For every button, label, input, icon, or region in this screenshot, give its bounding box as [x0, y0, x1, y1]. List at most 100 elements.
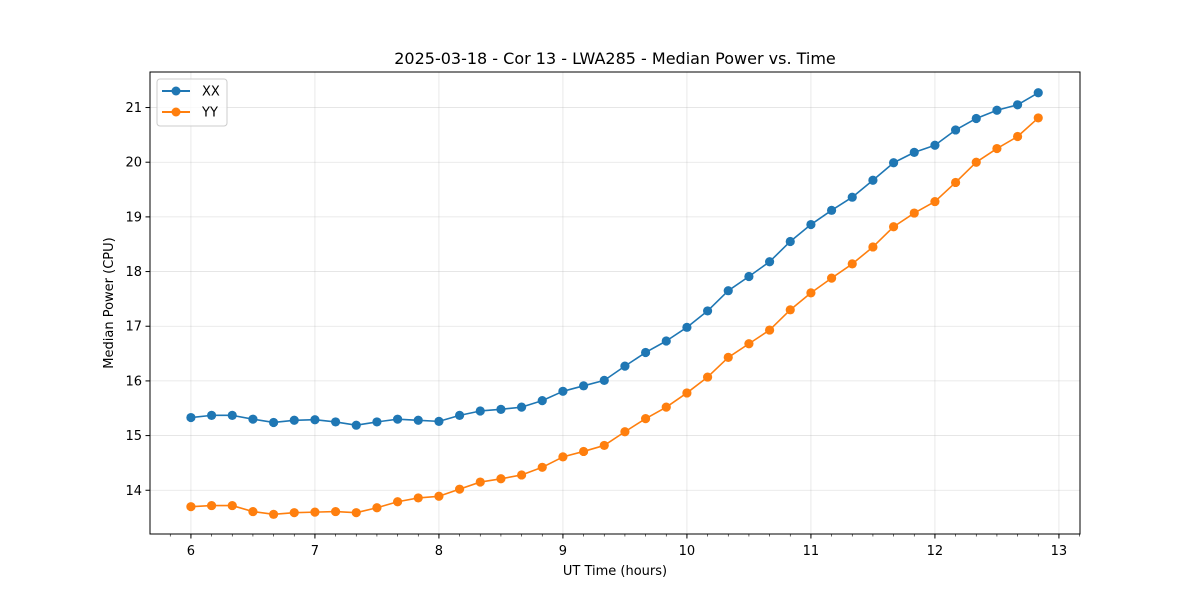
legend-marker-xx [171, 86, 181, 96]
data-point-yy [826, 273, 837, 283]
data-point-yy [558, 452, 568, 462]
data-point-yy [620, 427, 630, 437]
data-point-yy [888, 222, 899, 232]
grid-lines [150, 72, 1080, 534]
data-point-xx [454, 410, 465, 420]
data-point-xx [372, 417, 382, 427]
data-point-xx [475, 406, 485, 416]
data-point-xx [496, 404, 506, 414]
data-point-yy [868, 242, 878, 252]
data-point-yy [599, 440, 609, 451]
data-point-yy [248, 506, 258, 517]
y-tick-label: 19 [125, 210, 142, 225]
data-point-xx [351, 420, 361, 430]
data-point-yy [330, 506, 341, 517]
data-point-yy [413, 493, 423, 503]
x-tick-label: 10 [679, 544, 696, 559]
data-point-xx [413, 415, 423, 425]
data-point-yy [723, 352, 733, 363]
data-point-xx [744, 271, 754, 282]
data-point-xx [785, 236, 795, 247]
data-point-yy [992, 143, 1002, 154]
data-point-xx [847, 192, 857, 202]
data-point-yy [206, 500, 217, 511]
x-tick-label: 8 [435, 544, 443, 559]
data-point-xx [764, 257, 775, 267]
x-tick-label: 6 [187, 544, 195, 559]
data-point-yy [434, 491, 444, 501]
series-layer [186, 88, 1043, 519]
x-tick-label: 9 [559, 544, 567, 559]
data-point-xx [888, 158, 899, 168]
y-tick-label: 15 [125, 429, 142, 444]
data-point-xx [268, 417, 279, 428]
y-tick-label: 14 [125, 484, 142, 499]
data-point-xx [640, 347, 651, 358]
data-point-yy [310, 507, 320, 517]
x-axis-label: UT Time (hours) [563, 564, 667, 579]
data-point-xx [971, 113, 981, 124]
data-point-xx [516, 402, 527, 412]
x-tick-label: 13 [1051, 544, 1068, 559]
data-point-yy [578, 446, 589, 457]
plot-area: 6 7 8 9 10 11 12 13 14 15 16 17 18 19 20 21 [125, 71, 1081, 559]
data-point-xx [310, 415, 320, 425]
data-point-xx [620, 361, 630, 371]
data-point-yy [806, 288, 816, 298]
data-point-yy [289, 508, 299, 518]
data-point-yy [537, 462, 547, 472]
y-axis-label: Median Power (CPU) [102, 237, 117, 368]
data-point-yy [744, 339, 754, 349]
y-tick-label: 20 [125, 156, 142, 171]
data-point-yy [392, 497, 403, 507]
y-axis-ticks: 14 15 16 17 18 19 20 21 [125, 101, 150, 499]
data-point-xx [930, 140, 940, 150]
data-point-xx [909, 147, 919, 157]
data-point-xx [950, 125, 961, 135]
data-point-yy [682, 388, 692, 398]
data-point-yy [454, 484, 465, 494]
data-point-yy [516, 470, 527, 480]
legend-label-xx: XX [202, 85, 220, 100]
legend-label-yy: YY [201, 106, 218, 121]
data-point-xx [1012, 100, 1023, 110]
x-tick-label: 7 [311, 544, 319, 559]
data-point-xx [537, 395, 547, 406]
data-point-xx [599, 375, 609, 385]
data-point-xx [392, 414, 403, 424]
data-point-yy [496, 474, 506, 484]
data-point-xx [434, 416, 444, 426]
data-point-yy [1033, 113, 1043, 123]
y-tick-label: 21 [125, 101, 142, 116]
data-point-yy [372, 503, 382, 513]
data-point-yy [268, 509, 279, 519]
data-point-yy [847, 259, 857, 269]
axes-frame [149, 71, 1081, 535]
data-point-xx [723, 286, 733, 296]
data-point-yy [930, 196, 940, 207]
legend: XX YY [156, 78, 228, 127]
data-point-yy [475, 477, 485, 487]
legend-marker-yy [171, 107, 181, 117]
data-point-yy [1012, 131, 1023, 142]
data-point-yy [785, 305, 795, 315]
data-point-yy [227, 500, 237, 511]
data-point-xx [1033, 88, 1043, 98]
y-tick-label: 18 [125, 265, 142, 280]
data-point-xx [578, 381, 589, 391]
data-point-xx [186, 412, 196, 423]
x-tick-label: 11 [803, 544, 820, 559]
data-point-xx [702, 306, 713, 316]
y-tick-label: 17 [125, 320, 142, 335]
data-point-xx [806, 219, 816, 230]
x-axis-ticks: 6 7 8 9 10 11 12 13 [169, 534, 1080, 559]
data-point-xx [682, 322, 692, 332]
data-point-xx [661, 336, 671, 346]
data-point-yy [186, 502, 196, 512]
data-point-yy [764, 325, 775, 335]
data-point-xx [248, 414, 258, 424]
data-point-yy [950, 177, 961, 188]
chart-title: 2025-03-18 - Cor 13 - LWA285 - Median Po… [394, 49, 836, 68]
data-point-yy [702, 372, 713, 382]
